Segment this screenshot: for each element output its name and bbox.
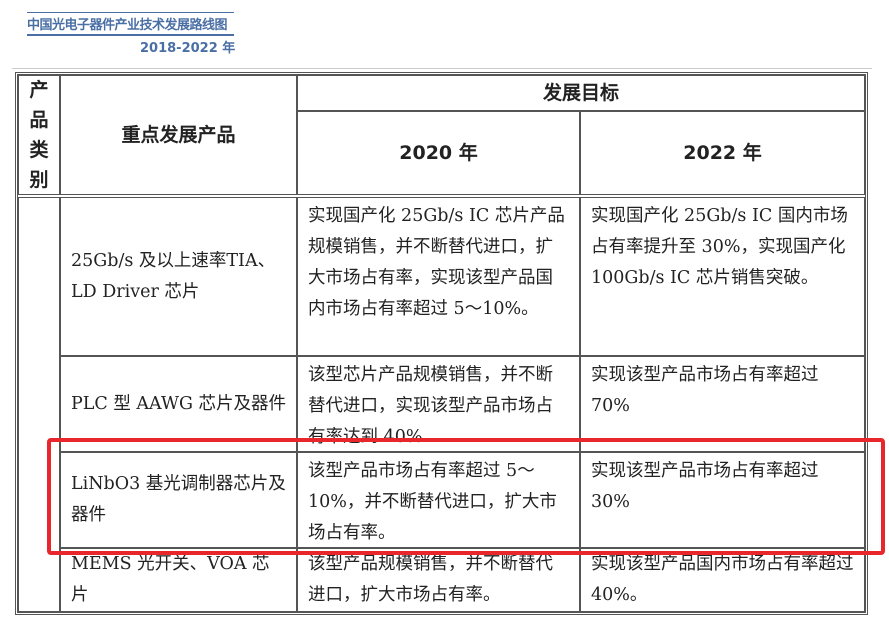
goal-2022-cell: 实现该型产品国内市场占有率超过 40%。	[580, 548, 865, 612]
goal-2022-cell: 实现该型产品市场占有率超过 70%	[580, 356, 865, 452]
header-category: 产品类别	[18, 75, 60, 195]
divider	[12, 68, 872, 69]
table-border	[15, 72, 868, 615]
goal-2022-cell: 实现国产化 25Gb/s IC 国内市场占有率提升至 30%，实现国产化 100…	[580, 197, 865, 356]
header-2022: 2022 年	[580, 111, 865, 195]
header-2020: 2020 年	[297, 111, 580, 195]
header-product: 重点发展产品	[60, 75, 297, 195]
header-goal: 发展目标	[297, 75, 865, 111]
product-cell: 25Gb/s 及以上速率TIA、LD Driver 芯片	[60, 197, 297, 356]
doc-title: 中国光电子器件产业技术发展路线图	[27, 12, 234, 36]
highlight-box	[47, 438, 885, 555]
product-cell: PLC 型 AAWG 芯片及器件	[60, 356, 297, 452]
goal-2020-cell: 实现国产化 25Gb/s IC 芯片产品规模销售，并不断替代进口，扩大市场占有率…	[297, 197, 580, 356]
product-cell: MEMS 光开关、VOA 芯片	[60, 548, 297, 612]
doc-years: 2018-2022 年	[140, 41, 236, 56]
goal-2020-cell: 该型产品市场占有率超过 5～10%，并不断替代进口，扩大市场占有率。	[297, 452, 580, 548]
goal-2020-cell: 该型产品规模销售，并不断替代进口，扩大市场占有率。	[297, 548, 580, 612]
category-cell	[18, 197, 60, 612]
goal-2020-cell: 该型芯片产品规模销售，并不断替代进口，实现该型产品市场占有率达到 40%	[297, 356, 580, 452]
goal-2022-cell: 实现该型产品市场占有率超过 30%	[580, 452, 865, 548]
product-cell: LiNbO3 基光调制器芯片及器件	[60, 452, 297, 548]
